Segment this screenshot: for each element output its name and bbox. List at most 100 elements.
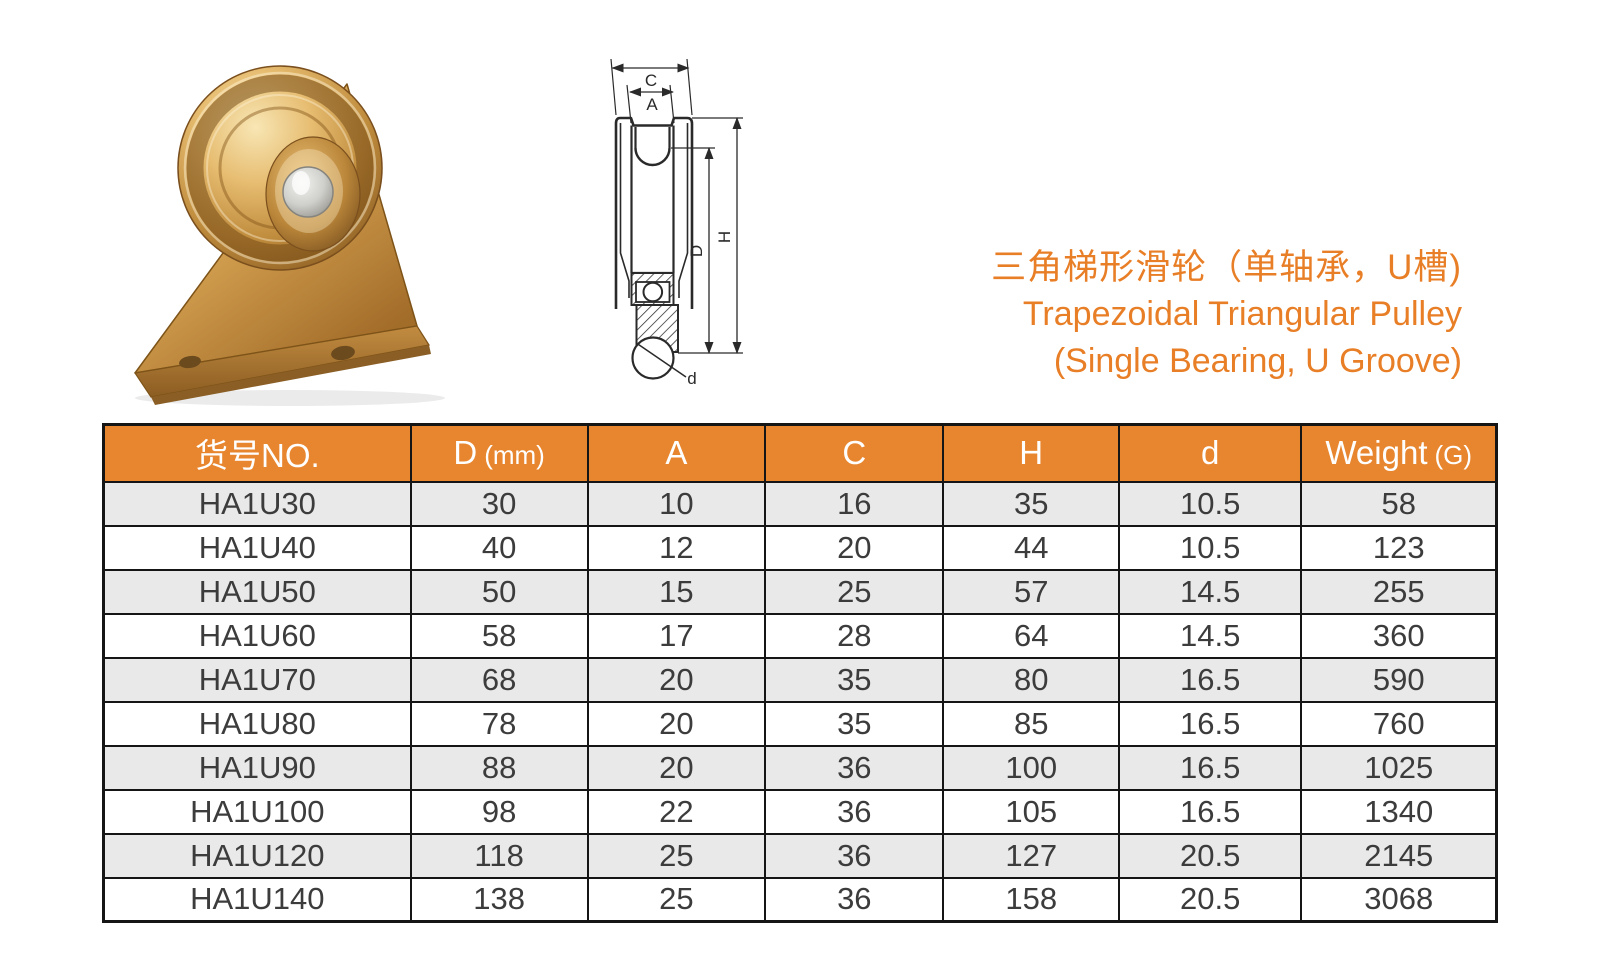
u-groove-arc [634,147,671,167]
cell-d-mm: 98 [409,788,589,835]
product-title-en-line2: (Single Bearing, U Groove) [1053,342,1462,380]
cell-d: 16.5 [1117,656,1303,703]
cell-h: 127 [942,832,1120,879]
cell-weight: 760 [1300,700,1498,747]
screw-hole [179,355,201,369]
table-row: HA1U80 78 20 35 85 16.5 760 [102,700,1498,747]
cell-d: 20.5 [1117,876,1303,923]
cell-h: 80 [942,656,1120,703]
cell-d: 16.5 [1117,700,1303,747]
cell-a: 20 [586,744,767,791]
spec-table-container: 货号NO. D (mm) A C H d Weight (G) HA1U30 30 … [102,423,1498,923]
cell-a: 25 [586,876,767,923]
cell-h: 85 [942,700,1120,747]
hub-bolt [265,136,361,252]
cell-weight: 2145 [1300,832,1498,879]
cell-h: 105 [942,788,1120,835]
cell-model: HA1U80 [102,700,412,747]
bearing-ball [642,281,664,303]
table-row: HA1U60 58 17 28 64 14.5 360 [102,612,1498,659]
cell-d-mm: 88 [409,744,589,791]
bracket-base [133,325,431,405]
cell-h: 64 [942,612,1120,659]
label-d: d [687,369,696,388]
cell-weight: 3068 [1300,876,1498,923]
cell-a: 15 [586,568,767,615]
column-header-A: A [586,423,767,483]
product-title-zh: 三角梯形滑轮（单轴承，U槽) [991,248,1462,287]
label-C: C [645,71,657,90]
cell-h: 100 [942,744,1120,791]
column-header-model: 货号NO. [102,423,412,483]
label-D: D [687,245,706,257]
cell-a: 17 [586,612,767,659]
cell-model: HA1U50 [102,568,412,615]
cell-a: 10 [586,480,767,527]
cell-a: 25 [586,832,767,879]
cell-d-mm: 30 [409,480,589,527]
cell-weight: 123 [1300,524,1498,571]
cell-d-mm: 40 [409,524,589,571]
cell-model: HA1U120 [102,832,412,879]
cell-h: 35 [942,480,1120,527]
cell-d-mm: 58 [409,612,589,659]
table-row: HA1U140 138 25 36 158 20.5 3068 [102,876,1498,923]
axle-end [631,336,687,380]
table-row: HA1U90 88 20 36 100 16.5 1025 [102,744,1498,791]
cell-a: 20 [586,656,767,703]
cell-a: 22 [586,788,767,835]
cell-model: HA1U30 [102,480,412,527]
cell-c: 35 [764,700,945,747]
wheel-section-outline [620,116,694,309]
cell-h: 44 [942,524,1120,571]
cell-d-mm: 138 [409,876,589,923]
product-title: 三角梯形滑轮（单轴承，U槽) Trapezoidal Triangular Pu… [991,244,1462,385]
cell-d-mm: 50 [409,568,589,615]
cell-h: 158 [942,876,1120,923]
product-title-en-line1: Trapezoidal Triangular Pulley [1022,295,1462,333]
column-header-d: d [1117,423,1303,483]
cell-d: 16.5 [1117,788,1303,835]
column-header-C: C [764,423,945,483]
cell-c: 36 [764,832,945,879]
cell-c: 36 [764,788,945,835]
screw-hole [331,345,355,361]
label-H: H [715,231,734,243]
cell-weight: 1025 [1300,744,1498,791]
product-photo [133,65,445,406]
cell-c: 20 [764,524,945,571]
table-row: HA1U100 98 22 36 105 16.5 1340 [102,788,1498,835]
table-row: HA1U70 68 20 35 80 16.5 590 [102,656,1498,703]
technical-drawing: C A D H d [610,58,743,388]
column-header-D: D (mm) [409,423,589,483]
cell-a: 12 [586,524,767,571]
cell-model: HA1U60 [102,612,412,659]
cell-h: 57 [942,568,1120,615]
cell-weight: 360 [1300,612,1498,659]
cell-d: 16.5 [1117,744,1303,791]
bearing-section [630,272,675,306]
table-row: HA1U50 50 15 25 57 14.5 255 [102,568,1498,615]
cell-c: 16 [764,480,945,527]
cell-d: 10.5 [1117,480,1303,527]
table-row: HA1U30 30 10 16 35 10.5 58 [102,480,1498,527]
cell-d: 14.5 [1117,612,1303,659]
cell-a: 20 [586,700,767,747]
cell-c: 36 [764,744,945,791]
table-row: HA1U120 118 25 36 127 20.5 2145 [102,832,1498,879]
column-header-H: H [942,423,1120,483]
table-row: HA1U40 40 12 20 44 10.5 123 [102,524,1498,571]
cell-weight: 255 [1300,568,1498,615]
cell-c: 25 [764,568,945,615]
cell-weight: 1340 [1300,788,1498,835]
column-header-weight: Weight (G) [1300,423,1498,483]
cell-c: 28 [764,612,945,659]
cell-d-mm: 118 [409,832,589,879]
spec-table: 货号NO. D (mm) A C H d Weight (G) HA1U30 30 … [102,423,1498,923]
cell-d: 14.5 [1117,568,1303,615]
cell-c: 35 [764,656,945,703]
cell-d-mm: 68 [409,656,589,703]
header-row: 货号NO. D (mm) A C H d Weight (G) [102,423,1498,483]
cell-d: 10.5 [1117,524,1303,571]
